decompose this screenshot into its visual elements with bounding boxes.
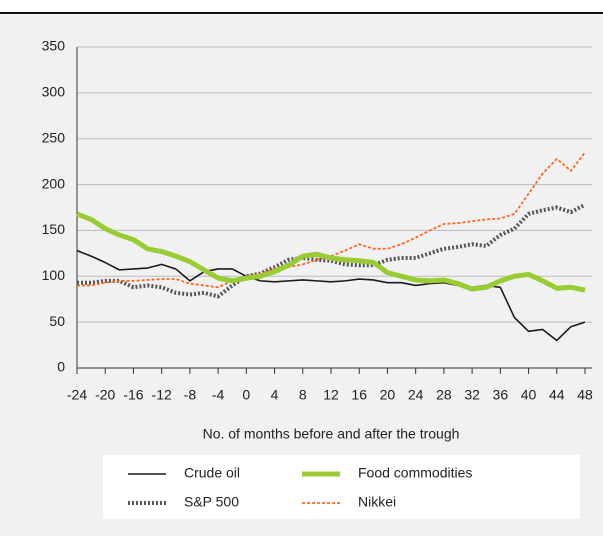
y-tick-label: 250 (42, 129, 66, 145)
x-tick-label: 28 (436, 387, 452, 403)
series-line (77, 202, 586, 299)
legend-label: S&P 500 (184, 494, 239, 510)
legend-label: Food commodities (358, 465, 472, 481)
x-tick-label: 20 (380, 387, 396, 403)
x-tick-label: 40 (521, 387, 537, 403)
x-tick-label: 8 (299, 387, 307, 403)
x-tick-label: 36 (493, 387, 509, 403)
legend-label: Crude oil (184, 465, 240, 481)
x-tick-label: 4 (271, 387, 279, 403)
y-tick-label: 200 (42, 175, 66, 191)
x-tick-label: 32 (464, 387, 480, 403)
y-tick-label: 100 (42, 267, 66, 283)
x-tick-label: 24 (408, 387, 424, 403)
x-tick-label: -24 (67, 387, 87, 403)
x-tick-label: -8 (184, 387, 197, 403)
series-line (76, 249, 586, 342)
y-tick-label: 150 (42, 221, 66, 237)
legend (103, 455, 580, 519)
x-tick-label: -4 (212, 387, 225, 403)
x-tick-label: -12 (152, 387, 172, 403)
x-tick-label: -20 (95, 387, 115, 403)
y-tick-label: 0 (57, 359, 65, 375)
series-line (76, 211, 586, 293)
x-axis-label: No. of months before and after the troug… (203, 426, 460, 442)
top-band (0, 0, 603, 13)
y-tick-label: 300 (42, 84, 66, 100)
y-tick-label: 50 (49, 313, 65, 329)
y-tick-label: 350 (42, 38, 66, 54)
x-tick-label: 12 (323, 387, 339, 403)
x-tick-label: 44 (549, 387, 565, 403)
x-tick-label: 48 (577, 387, 593, 403)
x-tick-label: 16 (351, 387, 367, 403)
legend-label: Nikkei (358, 494, 396, 510)
x-tick-label: -16 (123, 387, 143, 403)
x-tick-label: 0 (242, 387, 250, 403)
